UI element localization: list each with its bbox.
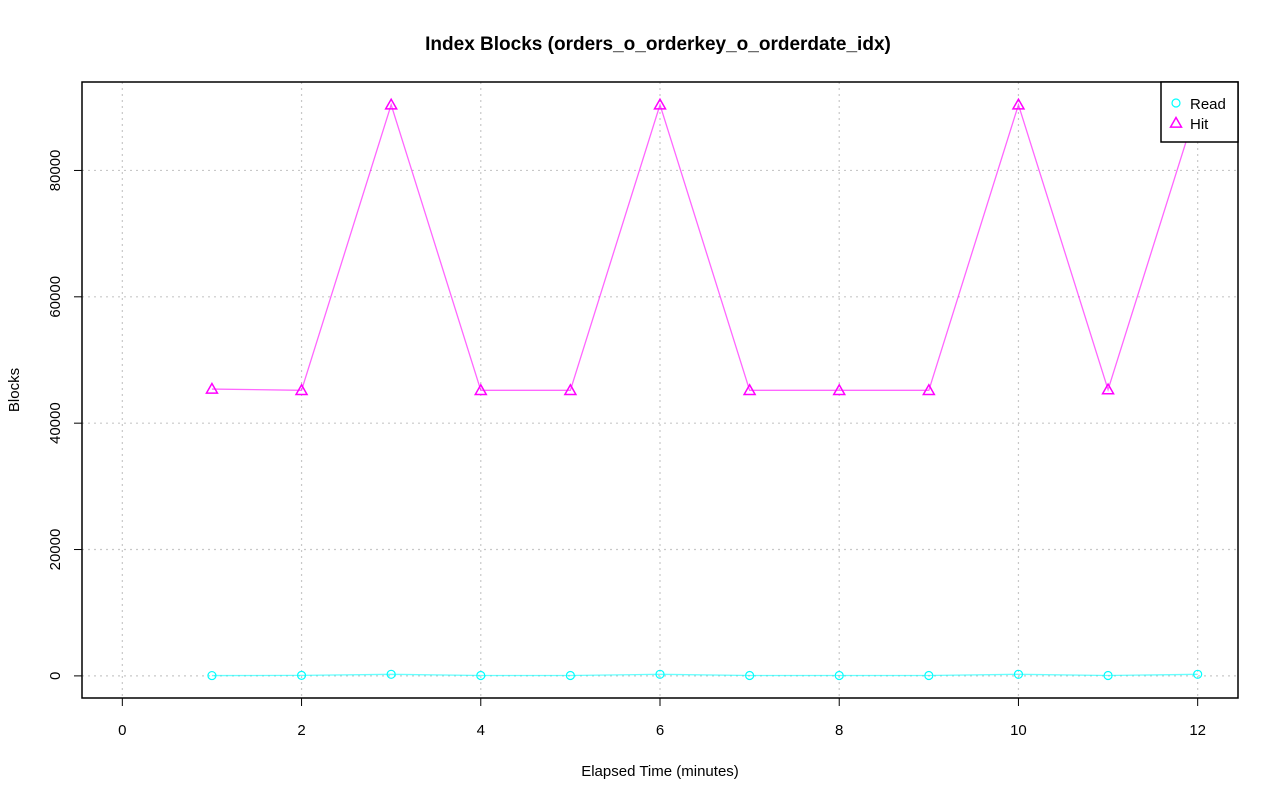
data-point-read <box>1013 669 1024 679</box>
data-point-read <box>476 670 486 681</box>
data-point-read <box>1193 669 1203 679</box>
data-point-read <box>834 670 844 681</box>
data-point-read <box>1103 670 1113 681</box>
y-tick-label: 40000 <box>47 402 64 444</box>
chart-title: Index Blocks (orders_o_orderkey_o_orderd… <box>425 34 891 55</box>
x-tick-label: 8 <box>835 722 843 739</box>
y-tick-label: 60000 <box>47 276 64 318</box>
data-point-hit <box>205 382 219 394</box>
data-point-hit <box>384 97 398 110</box>
data-point-hit <box>742 383 757 396</box>
data-point-hit <box>653 97 667 110</box>
x-tick-label: 4 <box>477 722 485 739</box>
data-point-read <box>565 670 575 681</box>
legend-marker-read <box>1171 98 1181 108</box>
x-tick-label: 2 <box>297 722 305 739</box>
x-tick-label: 10 <box>1010 722 1027 739</box>
legend-label-hit: Hit <box>1190 116 1209 133</box>
data-point-hit <box>563 383 578 396</box>
x-tick-label: 12 <box>1189 722 1206 739</box>
data-point-hit <box>1011 97 1026 110</box>
legend-marker-hit <box>1169 115 1183 128</box>
data-point-read <box>296 670 307 680</box>
y-axis-label: Blocks <box>6 368 23 412</box>
y-tick-label: 0 <box>47 672 64 680</box>
data-point-hit <box>473 383 488 396</box>
data-point-hit <box>1101 382 1115 395</box>
data-point-hit <box>832 383 847 396</box>
data-point-read <box>386 669 396 679</box>
x-tick-label: 6 <box>656 722 664 739</box>
series-line-read <box>211 673 1198 677</box>
series-line-hit <box>211 102 1199 392</box>
y-tick-label: 80000 <box>47 150 64 192</box>
legend-box <box>1160 81 1239 143</box>
data-point-read <box>745 670 755 681</box>
x-tick-label: 0 <box>118 722 126 739</box>
data-point-hit <box>294 383 309 396</box>
data-point-read <box>924 670 934 681</box>
series-layer <box>205 97 1205 681</box>
y-tick-label: 20000 <box>47 529 64 571</box>
data-point-read <box>655 669 665 679</box>
data-point-read <box>207 670 217 681</box>
legend-label-read: Read <box>1190 96 1226 113</box>
axis-layer: 0 2 4 6 8 10 12 0 20000 40000 60000 80000 <box>47 150 1206 739</box>
x-axis-label: Elapsed Time (minutes) <box>581 763 739 780</box>
legend: Read Hit <box>1160 81 1239 143</box>
data-point-hit <box>922 383 936 396</box>
